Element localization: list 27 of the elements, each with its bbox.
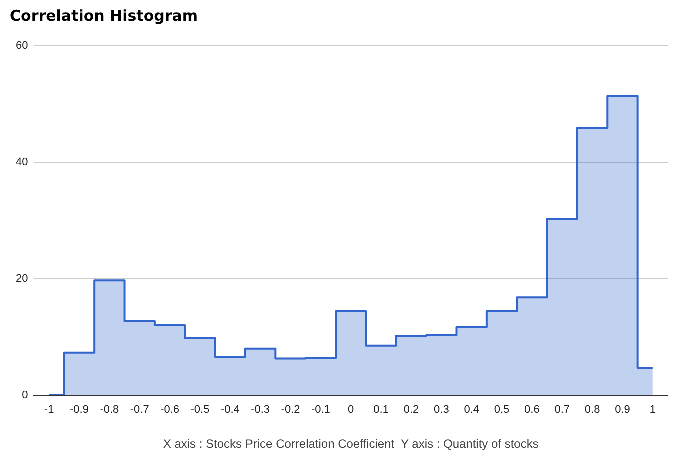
x-tick-label: -0.6 — [160, 404, 180, 416]
y-tick-label: 40 — [16, 156, 28, 168]
y-tick-label: 60 — [16, 40, 28, 52]
x-tick-label: -0.8 — [100, 404, 120, 416]
x-tick-label: -0.1 — [311, 404, 330, 416]
x-tick-label: 0.2 — [404, 404, 420, 416]
x-tick-label: -1 — [44, 404, 54, 416]
x-tick-label: 0.9 — [615, 404, 630, 416]
x-tick-label: 0.1 — [374, 404, 389, 416]
x-tick-label: 0.8 — [584, 404, 600, 416]
x-tick-label: -0.4 — [220, 404, 240, 416]
x-axis-title: X axis : Stocks Price Correlation Coefficient Y axis : Quantity of stocks — [163, 437, 539, 452]
y-tick-label: 0 — [22, 389, 28, 402]
x-tick-label: 0 — [348, 404, 354, 416]
x-tick-label: 0.5 — [494, 404, 510, 416]
x-tick-label: -0.5 — [190, 404, 210, 416]
chart-title: Correlation Histogram — [10, 6, 198, 25]
y-tick-label: 20 — [16, 272, 28, 285]
x-tick-label: 0.6 — [524, 404, 540, 416]
x-tick-label: 0.4 — [464, 404, 480, 416]
x-tick-label: 0.7 — [554, 404, 570, 416]
x-tick-label: 1 — [650, 404, 656, 416]
x-tick-label: -0.9 — [70, 404, 89, 416]
x-tick-label: -0.2 — [281, 404, 300, 416]
x-tick-label: -0.3 — [251, 404, 270, 416]
x-tick-label: -0.7 — [130, 404, 150, 416]
x-tick-label: 0.3 — [434, 404, 450, 416]
